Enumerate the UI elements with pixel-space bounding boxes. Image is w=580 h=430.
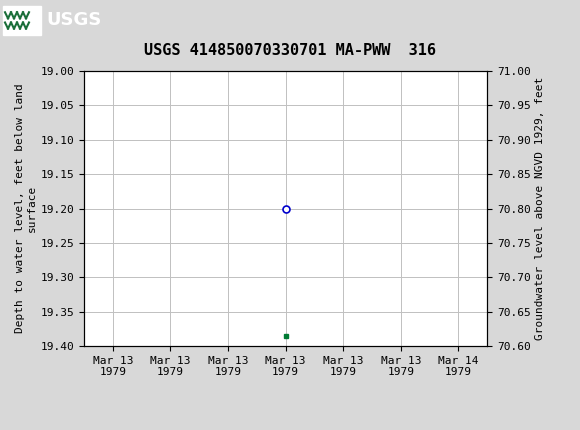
- Text: USGS: USGS: [46, 12, 102, 29]
- Text: USGS 414850070330701 MA-PWW  316: USGS 414850070330701 MA-PWW 316: [144, 43, 436, 58]
- Y-axis label: Depth to water level, feet below land
surface: Depth to water level, feet below land su…: [15, 84, 37, 333]
- Y-axis label: Groundwater level above NGVD 1929, feet: Groundwater level above NGVD 1929, feet: [535, 77, 545, 340]
- Bar: [3, 6, 41, 35]
